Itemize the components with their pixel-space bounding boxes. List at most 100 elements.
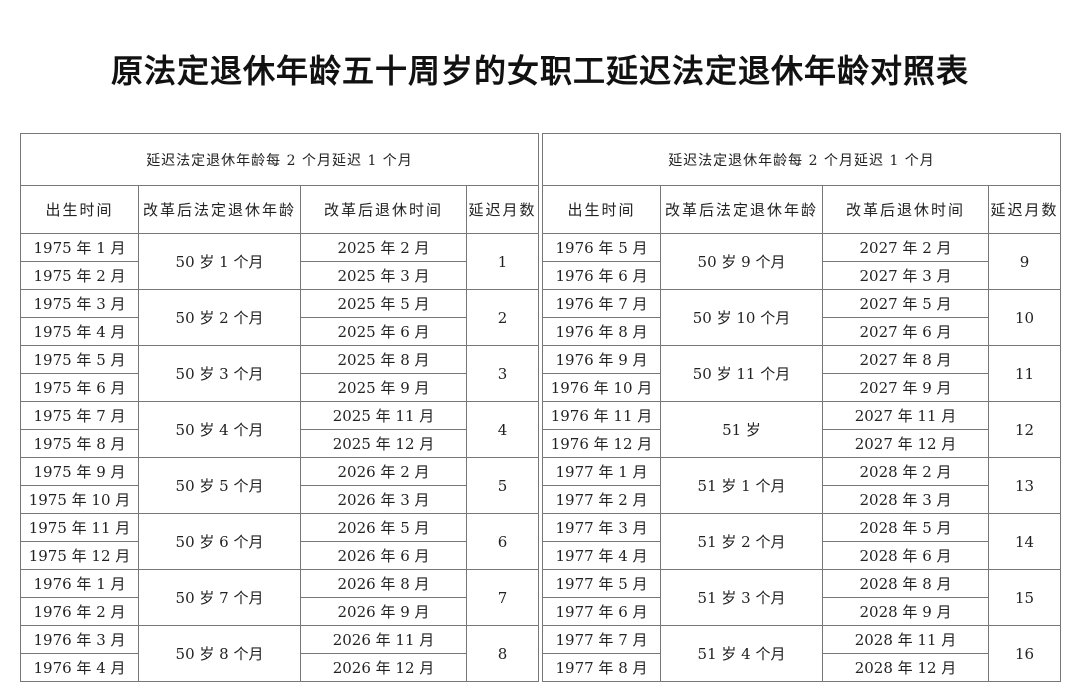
retirement-date-cell: 2027 年 5 月 <box>822 289 989 318</box>
retirement-date-cell: 2028 年 5 月 <box>822 513 989 542</box>
birth-date-cell: 1977 年 5 月 <box>542 569 661 598</box>
birth-date-cell: 1977 年 1 月 <box>542 457 661 486</box>
delay-months-cell: 13 <box>988 457 1061 514</box>
table-row: 1977 年 6 月 2028 年 9 月 <box>542 597 1061 626</box>
birth-date-cell: 1977 年 8 月 <box>542 653 661 682</box>
birth-date-cell: 1977 年 6 月 <box>542 597 661 626</box>
table-row: 1975 年 6 月 2025 年 9 月 <box>20 373 539 402</box>
retirement-date-cell: 2026 年 12 月 <box>300 653 467 682</box>
retirement-date-cell: 2028 年 12 月 <box>822 653 989 682</box>
birth-date-cell: 1976 年 5 月 <box>542 233 661 262</box>
table-row: 1977 年 8 月 2028 年 12 月 <box>542 653 1061 682</box>
birth-date-cell: 1975 年 8 月 <box>20 429 139 458</box>
birth-date-cell: 1975 年 1 月 <box>20 233 139 262</box>
retirement-date-cell: 2026 年 5 月 <box>300 513 467 542</box>
table-row: 1977 年 3 月 51 岁 2 个月 2028 年 5 月 14 <box>542 513 1061 570</box>
delay-months-cell: 3 <box>466 345 539 402</box>
birth-date-cell: 1976 年 8 月 <box>542 317 661 346</box>
retirement-age-cell: 51 岁 1 个月 <box>660 457 823 514</box>
birth-date-cell: 1976 年 3 月 <box>20 625 139 654</box>
retirement-age-cell: 50 岁 9 个月 <box>660 233 823 290</box>
delay-months-cell: 7 <box>466 569 539 626</box>
birth-date-cell: 1975 年 6 月 <box>20 373 139 402</box>
table-row: 1975 年 12 月 2026 年 6 月 <box>20 541 539 570</box>
birth-date-cell: 1977 年 7 月 <box>542 625 661 654</box>
birth-date-cell: 1977 年 3 月 <box>542 513 661 542</box>
birth-date-cell: 1976 年 2 月 <box>20 597 139 626</box>
table-row: 1976 年 11 月 51 岁 2027 年 11 月 12 <box>542 401 1061 458</box>
birth-date-cell: 1975 年 2 月 <box>20 261 139 290</box>
column-header: 改革后退休时间 <box>822 185 989 234</box>
retirement-date-cell: 2028 年 9 月 <box>822 597 989 626</box>
retirement-date-cell: 2028 年 2 月 <box>822 457 989 486</box>
birth-date-cell: 1977 年 2 月 <box>542 485 661 514</box>
birth-date-cell: 1976 年 6 月 <box>542 261 661 290</box>
table-heading: 延迟法定退休年龄每 2 个月延迟 1 个月 <box>542 133 1061 186</box>
birth-date-cell: 1975 年 12 月 <box>20 541 139 570</box>
column-header: 出生时间 <box>542 185 661 234</box>
retirement-date-cell: 2027 年 9 月 <box>822 373 989 402</box>
delay-months-cell: 8 <box>466 625 539 682</box>
retirement-age-cell: 50 岁 10 个月 <box>660 289 823 346</box>
delay-months-cell: 14 <box>988 513 1061 570</box>
retirement-date-cell: 2027 年 12 月 <box>822 429 989 458</box>
delay-months-cell: 10 <box>988 289 1061 346</box>
column-header: 改革后退休时间 <box>300 185 467 234</box>
delay-months-cell: 1 <box>466 233 539 290</box>
delay-months-cell: 16 <box>988 625 1061 682</box>
table-row: 1976 年 7 月 50 岁 10 个月 2027 年 5 月 10 <box>542 289 1061 346</box>
table-row: 1975 年 10 月 2026 年 3 月 <box>20 485 539 514</box>
table-row: 1976 年 4 月 2026 年 12 月 <box>20 653 539 682</box>
retirement-age-cell: 50 岁 11 个月 <box>660 345 823 402</box>
retirement-date-cell: 2026 年 8 月 <box>300 569 467 598</box>
retirement-age-cell: 50 岁 8 个月 <box>138 625 301 682</box>
retirement-date-cell: 2025 年 11 月 <box>300 401 467 430</box>
retirement-date-cell: 2025 年 2 月 <box>300 233 467 262</box>
table-row: 1977 年 2 月 2028 年 3 月 <box>542 485 1061 514</box>
retirement-age-cell: 50 岁 3 个月 <box>138 345 301 402</box>
retirement-date-cell: 2025 年 5 月 <box>300 289 467 318</box>
birth-date-cell: 1975 年 3 月 <box>20 289 139 318</box>
column-header: 出生时间 <box>20 185 139 234</box>
column-header: 延迟月数 <box>988 185 1061 234</box>
retirement-age-cell: 50 岁 4 个月 <box>138 401 301 458</box>
table-row: 1976 年 8 月 2027 年 6 月 <box>542 317 1061 346</box>
retirement-date-cell: 2027 年 11 月 <box>822 401 989 430</box>
table-left: 延迟法定退休年龄每 2 个月延迟 1 个月 出生时间 改革后法定退休年龄 改革后退休时… <box>20 133 539 682</box>
retirement-date-cell: 2025 年 6 月 <box>300 317 467 346</box>
retirement-date-cell: 2027 年 3 月 <box>822 261 989 290</box>
retirement-age-cell: 51 岁 <box>660 401 823 458</box>
table-row: 1975 年 4 月 2025 年 6 月 <box>20 317 539 346</box>
birth-date-cell: 1976 年 7 月 <box>542 289 661 318</box>
retirement-age-cell: 51 岁 4 个月 <box>660 625 823 682</box>
birth-date-cell: 1976 年 11 月 <box>542 401 661 430</box>
birth-date-cell: 1977 年 4 月 <box>542 541 661 570</box>
retirement-date-cell: 2028 年 6 月 <box>822 541 989 570</box>
delay-months-cell: 6 <box>466 513 539 570</box>
retirement-age-cell: 50 岁 7 个月 <box>138 569 301 626</box>
retirement-date-cell: 2026 年 6 月 <box>300 541 467 570</box>
retirement-age-cell: 50 岁 2 个月 <box>138 289 301 346</box>
retirement-date-cell: 2027 年 6 月 <box>822 317 989 346</box>
birth-date-cell: 1975 年 11 月 <box>20 513 139 542</box>
retirement-comparison-table: 延迟法定退休年龄每 2 个月延迟 1 个月 出生时间 改革后法定退休年龄 改革后退休时… <box>20 133 1061 684</box>
delay-months-cell: 2 <box>466 289 539 346</box>
table-row: 1977 年 7 月 51 岁 4 个月 2028 年 11 月 16 <box>542 625 1061 682</box>
delay-months-cell: 15 <box>988 569 1061 626</box>
birth-date-cell: 1975 年 7 月 <box>20 401 139 430</box>
retirement-age-cell: 50 岁 1 个月 <box>138 233 301 290</box>
retirement-date-cell: 2025 年 9 月 <box>300 373 467 402</box>
delay-months-cell: 12 <box>988 401 1061 458</box>
delay-months-cell: 5 <box>466 457 539 514</box>
delay-months-cell: 9 <box>988 233 1061 290</box>
delay-months-cell: 4 <box>466 401 539 458</box>
retirement-date-cell: 2026 年 2 月 <box>300 457 467 486</box>
retirement-date-cell: 2025 年 3 月 <box>300 261 467 290</box>
